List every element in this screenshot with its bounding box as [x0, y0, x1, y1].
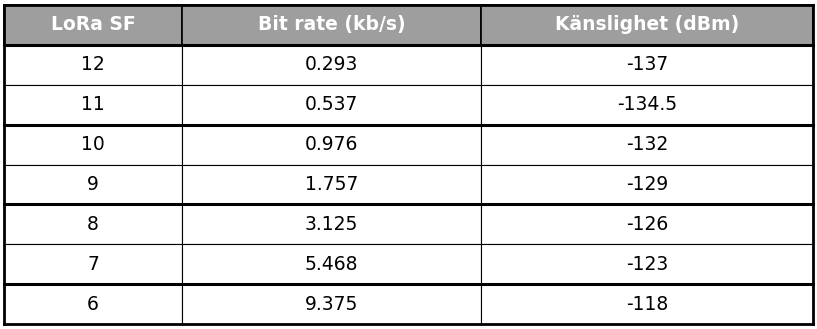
Bar — [182, 164, 481, 204]
Text: -137: -137 — [626, 55, 668, 74]
Bar — [481, 204, 813, 244]
Bar — [182, 125, 481, 164]
Bar — [481, 85, 813, 125]
Bar — [4, 125, 182, 164]
Bar — [481, 284, 813, 324]
Text: 6: 6 — [87, 294, 99, 314]
Text: LoRa SF: LoRa SF — [51, 15, 136, 35]
Bar — [182, 45, 481, 85]
Bar — [4, 244, 182, 284]
Text: 0.976: 0.976 — [305, 135, 359, 154]
Text: Bit rate (kb/s): Bit rate (kb/s) — [258, 15, 405, 35]
Bar — [182, 244, 481, 284]
Text: 0.293: 0.293 — [305, 55, 359, 74]
Bar — [481, 5, 813, 45]
Bar — [182, 284, 481, 324]
Text: 1.757: 1.757 — [305, 175, 359, 194]
Bar — [4, 164, 182, 204]
Text: -129: -129 — [626, 175, 668, 194]
Text: 0.537: 0.537 — [305, 95, 359, 114]
Bar — [4, 284, 182, 324]
Text: Känslighet (dBm): Känslighet (dBm) — [555, 15, 739, 35]
Bar — [4, 45, 182, 85]
Text: -132: -132 — [626, 135, 668, 154]
Text: 3.125: 3.125 — [305, 215, 359, 234]
Bar — [481, 164, 813, 204]
Bar — [481, 244, 813, 284]
Bar — [481, 45, 813, 85]
Text: -126: -126 — [626, 215, 668, 234]
Text: -118: -118 — [626, 294, 668, 314]
Bar — [4, 85, 182, 125]
Text: 12: 12 — [81, 55, 105, 74]
Bar — [4, 5, 182, 45]
Bar — [182, 85, 481, 125]
Bar — [182, 204, 481, 244]
Text: 9: 9 — [87, 175, 99, 194]
Text: 7: 7 — [87, 255, 99, 274]
Bar — [182, 5, 481, 45]
Bar — [4, 204, 182, 244]
Text: 11: 11 — [81, 95, 105, 114]
Text: -123: -123 — [626, 255, 668, 274]
Text: 10: 10 — [81, 135, 105, 154]
Text: 5.468: 5.468 — [305, 255, 359, 274]
Text: -134.5: -134.5 — [617, 95, 677, 114]
Text: 9.375: 9.375 — [305, 294, 359, 314]
Text: 8: 8 — [87, 215, 99, 234]
Bar — [481, 125, 813, 164]
